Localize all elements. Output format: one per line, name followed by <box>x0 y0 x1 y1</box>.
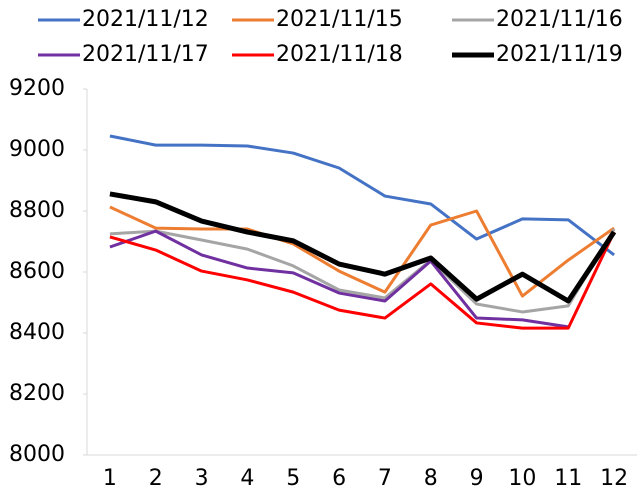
legend-label: 2021/11/18 <box>276 42 403 67</box>
series-line <box>109 191 617 304</box>
x-tick-label: 9 <box>470 466 484 491</box>
y-tick-label: 9000 <box>9 137 65 162</box>
series-line <box>109 229 569 329</box>
legend-label: 2021/11/19 <box>496 42 623 67</box>
x-tick-label: 10 <box>508 466 536 491</box>
x-tick-label: 5 <box>286 466 300 491</box>
legend-label: 2021/11/12 <box>82 7 209 32</box>
y-tick-label: 8600 <box>9 259 65 284</box>
x-tick-label: 8 <box>424 466 438 491</box>
x-tick-label: 12 <box>600 466 628 491</box>
y-tick-label: 9200 <box>9 76 65 101</box>
x-tick-label: 6 <box>332 466 346 491</box>
series-line <box>109 231 616 330</box>
x-tick-label: 4 <box>240 466 254 491</box>
series-line <box>109 134 615 257</box>
y-tick-label: 8800 <box>9 198 65 223</box>
legend-label: 2021/11/15 <box>276 7 403 32</box>
y-tick-label: 8000 <box>9 442 65 467</box>
series-line <box>109 205 615 298</box>
x-tick-label: 2 <box>149 466 163 491</box>
series-line <box>109 228 616 314</box>
x-tick-label: 7 <box>378 466 392 491</box>
legend-label: 2021/11/17 <box>82 42 209 67</box>
x-tick-label: 3 <box>195 466 209 491</box>
y-tick-label: 8200 <box>9 381 65 406</box>
y-tick-label: 8400 <box>9 320 65 345</box>
legend-label: 2021/11/16 <box>496 7 623 32</box>
x-tick-label: 11 <box>554 466 582 491</box>
x-tick-label: 1 <box>103 466 117 491</box>
